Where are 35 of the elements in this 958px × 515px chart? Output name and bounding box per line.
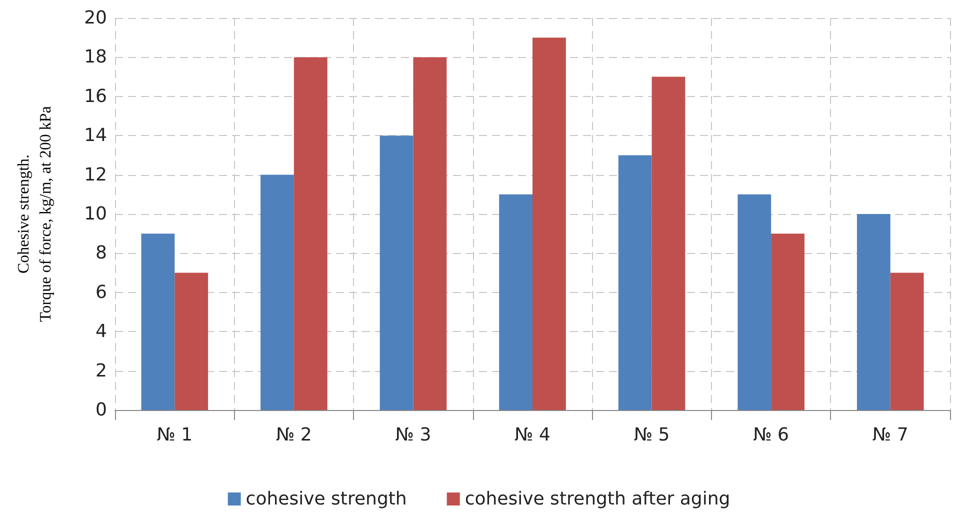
x-tick-label: № 2: [276, 424, 312, 446]
bar: [380, 136, 414, 410]
x-tick-label: № 1: [156, 424, 193, 446]
bar: [618, 155, 652, 410]
bar: [260, 174, 294, 410]
x-tick-label: № 4: [514, 424, 550, 446]
y-tick-label: 16: [84, 86, 107, 107]
bar: [141, 234, 175, 410]
y-tick-label: 14: [84, 125, 107, 146]
bar: [413, 57, 447, 410]
y-tick-label: 12: [84, 164, 107, 186]
y-tick-label: 18: [84, 46, 107, 68]
legend-label: cohesive strength after aging: [464, 488, 730, 510]
y-axis-title: Cohesive strength. Torque of force, kg/m, at 200 kPa: [16, 106, 54, 322]
bar: [499, 194, 532, 410]
y-tick-label: 2: [96, 360, 107, 382]
bar: [890, 272, 924, 410]
legend-label: cohesive strength: [246, 488, 407, 510]
y-tick-label: 10: [84, 204, 107, 224]
bar: [532, 38, 566, 410]
x-tick-label: № 3: [395, 424, 432, 446]
bar: [738, 194, 772, 410]
y-tick-label: 8: [96, 242, 107, 264]
y-tick-label: 0: [96, 400, 107, 420]
x-tick-label: № 6: [753, 424, 790, 446]
bar: [771, 234, 804, 410]
bar: [856, 214, 890, 410]
y-tick-label: 6: [96, 282, 107, 303]
x-tick-label: № 5: [634, 424, 670, 446]
y-tick-label: 4: [96, 321, 107, 342]
x-tick-label: № 7: [872, 424, 908, 446]
bar: [174, 272, 208, 410]
bar: [294, 57, 328, 410]
bar: [652, 76, 686, 410]
y-tick-label: 20: [84, 8, 107, 28]
